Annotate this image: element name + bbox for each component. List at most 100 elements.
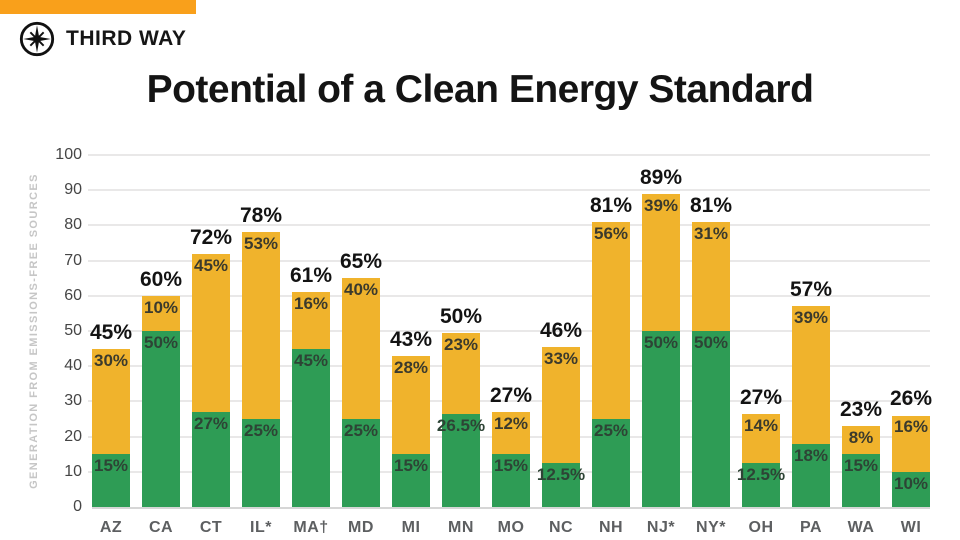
bar-segment-yellow — [692, 221, 730, 331]
bar-MI: 43% 28% 15% MI — [390, 155, 432, 536]
bar-segment-green — [342, 419, 380, 507]
bar-segment-green — [392, 454, 430, 507]
bar-NJ*: 89% 39% 50% NJ* — [639, 155, 683, 536]
bar-total-label: 61% — [289, 264, 333, 288]
bar-total-label: 72% — [189, 225, 233, 249]
bar-AZ: 45% 30% 15% AZ — [89, 155, 133, 536]
chart-title: Potential of a Clean Energy Standard — [146, 68, 814, 111]
bar-segment-yellow — [292, 292, 330, 349]
bar-WI: 26% 16% 10% WI — [889, 155, 933, 536]
x-axis-label: AZ — [99, 519, 123, 536]
bar-WA: 23% 8% 15% WA — [840, 155, 882, 536]
y-tick-label: 40 — [64, 357, 82, 375]
yellow-segment-label: 33% — [543, 348, 579, 368]
bar-total-label: 27% — [739, 385, 783, 409]
green-segment-label: 12.5% — [736, 465, 786, 484]
bar-segment-green — [242, 419, 280, 507]
plot-area: 45% 30% 15% AZ 60% 10% 50% CA 72% 45% 27% CT 78% 53% 2… — [88, 154, 933, 536]
bar-segment-yellow — [542, 346, 580, 463]
yellow-segment-label: 30% — [93, 350, 129, 370]
bar-total-label: 26% — [889, 387, 933, 411]
bar-segment-green — [492, 454, 530, 507]
gridline — [88, 365, 930, 368]
yellow-segment-label: 53% — [243, 234, 279, 254]
bar-segment-green — [642, 331, 680, 507]
bar-segment-green — [92, 454, 130, 507]
x-axis-label: CT — [199, 519, 223, 536]
yellow-segment-label: 8% — [848, 428, 874, 448]
gridline — [88, 400, 930, 403]
x-axis-label: OH — [748, 519, 774, 536]
green-segment-label: 15% — [393, 456, 429, 476]
gridline — [88, 330, 930, 332]
green-segment-label: 25% — [593, 421, 629, 440]
bar-total-label: 45% — [89, 320, 133, 344]
bar-segment-yellow — [492, 411, 530, 455]
bar-total-label: 50% — [439, 304, 483, 328]
green-segment-label: 15% — [843, 456, 879, 476]
x-axis-label: MD — [348, 519, 374, 536]
yellow-segment-label: 39% — [643, 195, 679, 215]
bar-segment-yellow — [192, 253, 230, 412]
bar-CT: 72% 45% 27% CT — [189, 155, 233, 536]
green-segment-label: 12.5% — [536, 465, 586, 484]
bar-total-label: 81% — [689, 193, 733, 217]
x-axis-label: NJ* — [646, 519, 676, 536]
x-axis-label: IL* — [250, 519, 272, 536]
x-axis-label: MI — [401, 519, 421, 536]
x-axis-label: WI — [900, 519, 922, 536]
compass-star-icon — [19, 21, 55, 57]
bar-NY*: 81% 31% 50% NY* — [689, 155, 733, 536]
bar-MO: 27% 12% 15% MO — [489, 155, 533, 536]
bar-segment-yellow — [392, 355, 430, 455]
green-segment-label: 15% — [93, 456, 129, 476]
yellow-segment-label: 16% — [893, 417, 929, 437]
yellow-segment-label: 31% — [693, 223, 729, 243]
bar-segment-green — [542, 463, 580, 507]
green-segment-label: 50% — [693, 333, 729, 352]
bar-segment-green — [742, 463, 780, 507]
bar-IL*: 78% 53% 25% IL* — [240, 155, 282, 536]
green-segment-label: 10% — [893, 473, 929, 493]
x-axis-label: CA — [148, 519, 174, 536]
y-tick-label: 70 — [64, 251, 82, 269]
yellow-segment-label: 12% — [493, 413, 529, 433]
bar-segment-yellow — [792, 306, 830, 444]
green-segment-label: 50% — [643, 333, 679, 352]
bar-segment-yellow — [592, 221, 630, 419]
bars: 45% 30% 15% AZ 60% 10% 50% CA 72% 45% 27% CT 78% 53% 2… — [89, 155, 933, 536]
gridline — [88, 224, 930, 227]
x-axis-label: MN — [448, 519, 474, 536]
bar-total-label: 46% — [539, 318, 583, 342]
bar-segment-green — [192, 411, 230, 507]
bar-MA†: 61% 16% 45% MA† — [289, 155, 333, 536]
yellow-segment-label: 56% — [593, 223, 629, 243]
y-tick-label: 20 — [64, 427, 82, 445]
bar-total-label: 60% — [139, 267, 183, 291]
bar-total-label: 89% — [639, 165, 683, 189]
bar-segment-green — [442, 413, 480, 507]
bar-segment-yellow — [142, 295, 180, 331]
green-segment-label: 50% — [143, 333, 179, 352]
y-tick-label: 100 — [55, 146, 82, 163]
x-axis-label: PA — [799, 519, 823, 536]
yellow-segment-label: 16% — [293, 294, 329, 314]
brand-name: THIRD WAY — [66, 27, 187, 50]
green-segment-label: 18% — [793, 445, 829, 465]
y-tick-label: 10 — [64, 462, 82, 480]
green-segment-label: 45% — [293, 350, 329, 370]
bar-total-label: 27% — [489, 383, 533, 407]
gridline — [88, 294, 930, 297]
green-segment-label: 15% — [493, 456, 529, 476]
bar-total-label: 57% — [789, 278, 833, 302]
y-tick-label: 50 — [64, 322, 82, 339]
x-axis-label: WA — [847, 519, 875, 536]
bar-segment-green — [592, 419, 630, 507]
bar-PA: 57% 39% 18% PA — [789, 155, 833, 536]
yellow-segment-label: 14% — [743, 415, 779, 435]
bar-NC: 46% 33% 12.5% NC — [537, 155, 585, 536]
yellow-segment-label: 39% — [793, 308, 829, 328]
yellow-segment-label: 40% — [343, 280, 379, 300]
yellow-segment-label: 45% — [193, 255, 229, 275]
x-axis-label: NC — [548, 519, 574, 536]
